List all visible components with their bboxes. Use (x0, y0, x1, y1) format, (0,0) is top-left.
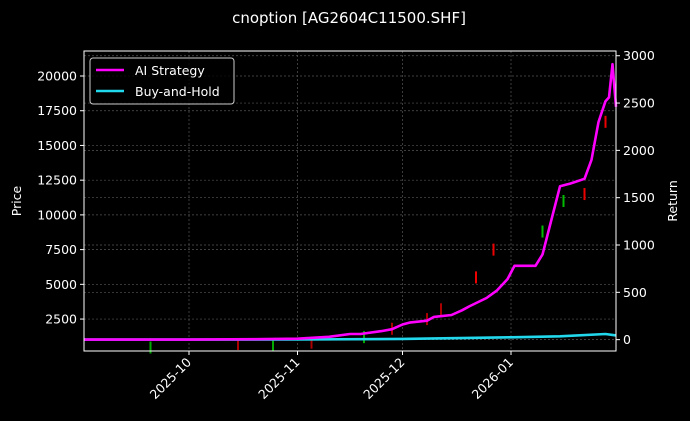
y-tick-left: 2500 (45, 312, 77, 327)
y-tick-left: 12500 (37, 173, 77, 188)
y-tick-left: 17500 (37, 103, 77, 118)
x-axis: 2025-10 2025-11 2025-12 2026-01 (147, 351, 517, 403)
y-tick-right: 500 (623, 285, 647, 300)
y-tick-right: 1000 (623, 238, 655, 253)
legend-bh-label: Buy-and-Hold (135, 84, 220, 99)
x-tick: 2026-01 (469, 355, 517, 403)
y-tick-left: 20000 (37, 69, 77, 84)
y-axis-label-left: Price (9, 185, 24, 216)
left-axis: 2500 5000 7500 10000 12500 15000 17500 20000 (37, 69, 84, 327)
y-tick-left: 5000 (45, 277, 77, 292)
legend-ai-label: AI Strategy (135, 63, 205, 78)
y-axis-label-right: Return (665, 180, 680, 221)
x-tick: 2025-12 (360, 355, 408, 403)
y-tick-right: 3000 (623, 48, 655, 63)
x-tick: 2025-11 (255, 355, 303, 403)
x-tick: 2025-10 (147, 354, 195, 402)
y-tick-right: 2500 (623, 96, 655, 111)
y-tick-right: 2000 (623, 143, 655, 158)
chart-title: cnoption [AG2604C11500.SHF] (232, 9, 466, 27)
y-tick-left: 15000 (37, 138, 77, 153)
candlesticks (149, 115, 607, 354)
legend: AI Strategy Buy-and-Hold (89, 57, 235, 105)
plot-frame (83, 50, 617, 352)
y-tick-left: 7500 (45, 242, 77, 257)
y-tick-left: 10000 (37, 207, 77, 222)
right-axis: 0 500 1000 1500 2000 2500 3000 (616, 48, 655, 347)
y-tick-right: 0 (623, 332, 631, 347)
ai-strategy-line (84, 62, 618, 341)
y-tick-right: 1500 (623, 190, 655, 205)
